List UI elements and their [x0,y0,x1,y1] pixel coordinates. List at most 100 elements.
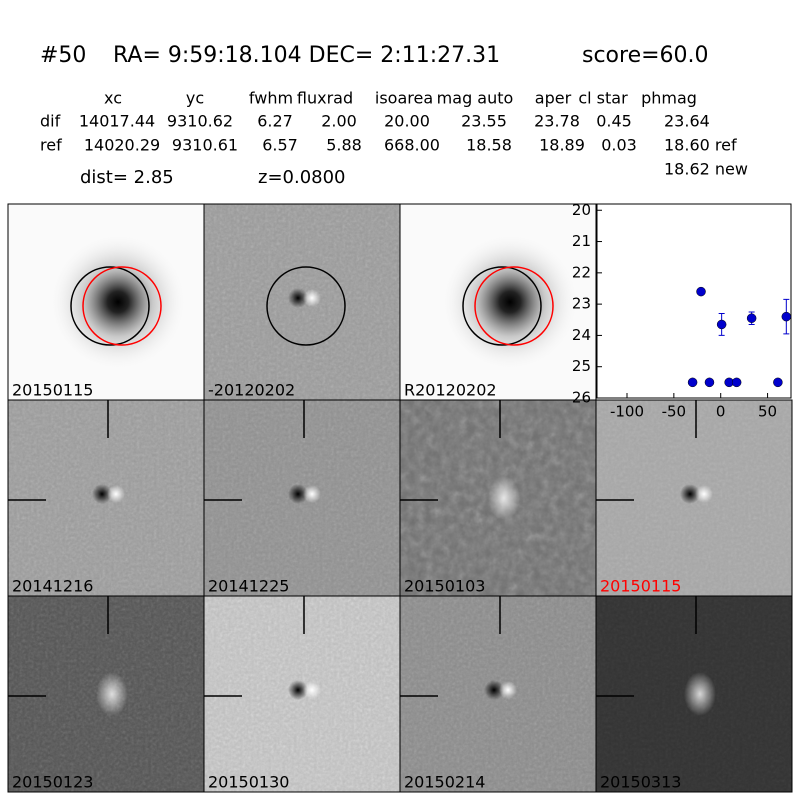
table-cell: 668.00 [384,136,440,155]
panel-label: 20141216 [12,577,93,596]
panel-label: 20150313 [600,773,681,792]
table-cell: 18.60 ref [664,136,737,155]
redshift: z=0.0800 [258,167,346,188]
point [781,311,791,322]
panel-label: 20150123 [12,773,93,792]
plot-area [596,203,792,399]
image-panel: 20150130 [203,595,401,793]
dipole-light [303,681,321,699]
y-tick-label: 22 [572,263,591,281]
table-cell: 23.78 [534,112,580,131]
table-extra: 18.62 new [664,160,748,179]
image-panel: R20120202 [399,203,597,401]
aperture [70,266,150,346]
y-tick-label: 21 [572,232,591,250]
x-tick-label: -50 [662,403,687,421]
column-header: phmag [641,89,697,108]
point [687,377,698,388]
image-panel: 20150214 [399,595,597,793]
table-cell: 14020.29 [84,136,160,155]
image-panel: -20120202 [203,203,401,401]
table-cell: 6.57 [262,136,298,155]
aperture [266,266,346,346]
y-tick-label: 24 [572,326,591,344]
image-panel: 20150103 [399,399,597,597]
dipole-dark [288,680,308,700]
table-cell: 18.58 [466,136,512,155]
column-header: mag auto [437,89,514,108]
title-coords: RA= 9:59:18.104 DEC= 2:11:27.31 [113,43,500,68]
panel-label: 20150115 [600,577,681,596]
table-cell: 18.89 [539,136,585,155]
table-cell: 6.27 [257,112,293,131]
table-cell: 20.00 [384,112,430,131]
dipole-dark [288,288,308,308]
panel-label: -20120202 [208,381,295,400]
point [696,286,706,297]
point [731,377,742,388]
x-tick-label: 0 [716,403,726,421]
table-cell: 0.45 [596,112,632,131]
y-tick-label: 20 [572,201,591,219]
image-panel: 20141216 [7,399,205,597]
dipole-light [303,289,321,307]
table-cell: 9310.61 [172,136,238,155]
point [773,377,783,388]
distance: dist= 2.85 [80,167,174,188]
column-header: xc [104,89,122,108]
dipole-light [303,485,321,503]
table-cell: 5.88 [326,136,362,155]
dipole-light [499,681,517,699]
table-cell: 9310.62 [167,112,233,131]
panel-label: 20150103 [404,577,485,596]
x-tick-label: 50 [758,403,777,421]
column-header: aper [535,89,572,108]
panel-label: R20120202 [404,381,497,400]
source [488,476,520,520]
title-score: score=60.0 [582,43,709,68]
image-panel: 20141225 [203,399,401,597]
aperture [462,266,542,346]
table-cell: 2.00 [321,112,357,131]
y-tick-label: 26 [572,389,591,407]
table-cell: 14017.44 [79,112,155,131]
column-header: isoarea [375,89,433,108]
table-cell: 23.64 [664,112,710,131]
y-tick-label: 25 [572,357,591,375]
title-id: #50 [40,43,86,68]
galaxy [48,232,188,372]
point [704,377,715,388]
column-header: fwhm [249,89,293,108]
aperture [474,266,554,346]
dipole-dark [680,484,700,504]
column-header: yc [186,89,204,108]
column-header: fluxrad [297,89,353,108]
dipole-light [695,485,713,503]
panel-label: 20150214 [404,773,485,792]
galaxy [440,232,580,372]
dipole-light [107,485,125,503]
dipole-dark [288,484,308,504]
point [716,319,727,330]
panel-border [595,595,793,793]
panel-label: 20150130 [208,773,289,792]
source [96,672,128,716]
panel-label: 20150115 [12,381,93,400]
dipole-dark [92,484,112,504]
point [746,313,757,323]
row-label: dif [40,112,61,131]
image-panel: 20150313 [595,595,793,793]
column-header: cl star [578,89,628,108]
dipole-dark [484,680,504,700]
image-panel: 20150115 [595,399,793,597]
x-tick-label: -100 [610,403,644,421]
image-panel: 20150115 [7,203,205,401]
source [684,672,716,716]
table-cell: 0.03 [601,136,637,155]
image-panel: 20150123 [7,595,205,793]
aperture [82,266,162,346]
row-label: ref [40,136,62,155]
table-cell: 23.55 [461,112,507,131]
